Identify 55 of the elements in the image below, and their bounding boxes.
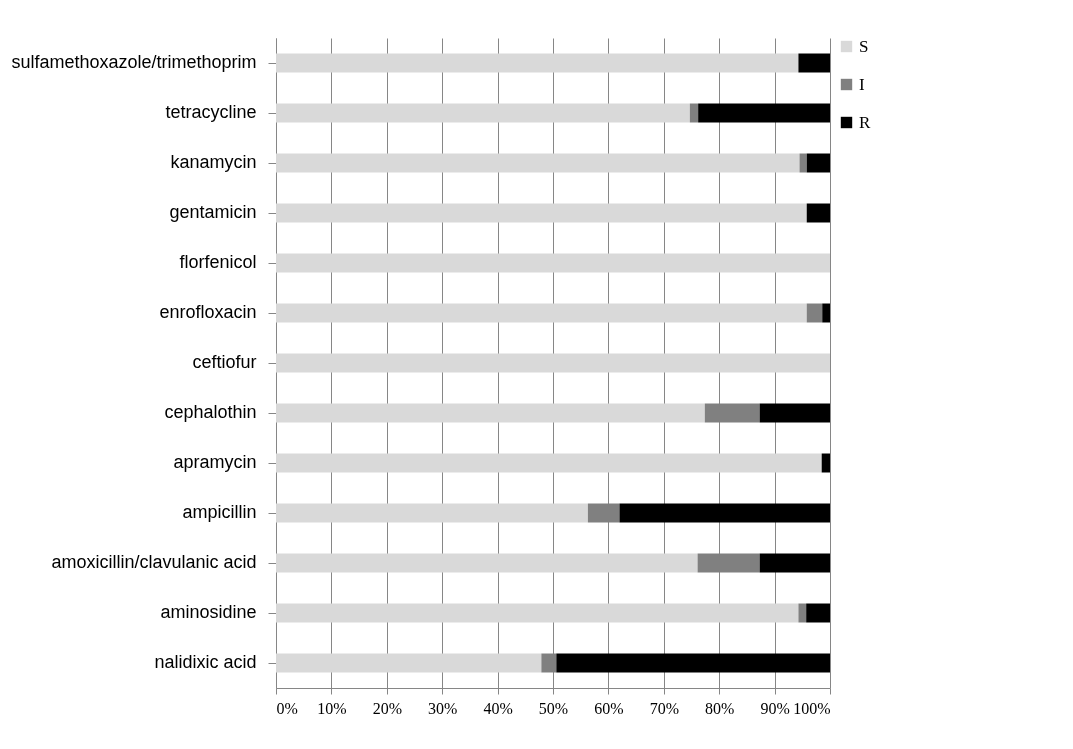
- bar: [276, 553, 698, 573]
- y-tick-label: gentamicin: [169, 202, 257, 222]
- y-tick-label: sulfamethoxazole/trimethoprim: [11, 52, 257, 72]
- bar: [698, 103, 830, 123]
- bar: [806, 303, 823, 323]
- bar: [556, 653, 830, 673]
- bar: [276, 353, 830, 373]
- y-tick-label: amoxicillin/clavulanic acid: [51, 552, 257, 572]
- bar: [276, 453, 822, 473]
- bar: [276, 253, 830, 273]
- x-tick-label: 50%: [538, 699, 569, 717]
- y-tick-label: ceftiofur: [192, 352, 257, 372]
- bar: [276, 653, 542, 673]
- y-tick-label: apramycin: [173, 452, 257, 472]
- x-tick-label: 0%: [276, 699, 298, 717]
- bar: [689, 103, 699, 123]
- y-tick-label: nalidixic acid: [154, 652, 257, 672]
- y-tick-label: ampicillin: [182, 502, 257, 522]
- bar: [759, 553, 830, 573]
- bar: [799, 153, 807, 173]
- bar: [798, 53, 830, 73]
- bar: [759, 403, 830, 423]
- x-tick-label: 10%: [317, 699, 347, 717]
- x-tick-label: 80%: [705, 699, 735, 717]
- y-tick-label: kanamycin: [170, 152, 257, 172]
- bar: [822, 303, 830, 323]
- bar: [806, 603, 830, 623]
- bar: [276, 103, 690, 123]
- bar: [821, 453, 830, 473]
- legend-label: I: [859, 74, 865, 94]
- x-tick-label: 90%: [760, 699, 790, 717]
- y-tick-label: tetracycline: [165, 102, 257, 122]
- bar: [806, 153, 830, 173]
- y-tick-label: enrofloxacin: [159, 302, 257, 322]
- bar: [798, 603, 807, 623]
- bar: [276, 153, 800, 173]
- x-tick-label: 40%: [483, 699, 513, 717]
- bar: [276, 53, 799, 73]
- x-tick-label: 60%: [594, 699, 624, 717]
- bar: [619, 503, 830, 523]
- x-tick-label: 100%: [793, 699, 831, 717]
- y-tick-label: aminosidine: [160, 602, 257, 622]
- bar: [276, 303, 807, 323]
- x-tick-label: 30%: [428, 699, 458, 717]
- bar: [276, 203, 807, 223]
- x-tick-label: 70%: [649, 699, 679, 717]
- bar: [276, 603, 799, 623]
- y-tick-label: cephalothin: [164, 402, 257, 422]
- bar: [806, 203, 830, 223]
- x-tick-label: 20%: [372, 699, 402, 717]
- legend-label: S: [859, 36, 869, 56]
- bar: [276, 503, 588, 523]
- legend-label: R: [859, 112, 871, 132]
- y-tick-label: florfenicol: [179, 252, 257, 272]
- bar: [276, 403, 705, 423]
